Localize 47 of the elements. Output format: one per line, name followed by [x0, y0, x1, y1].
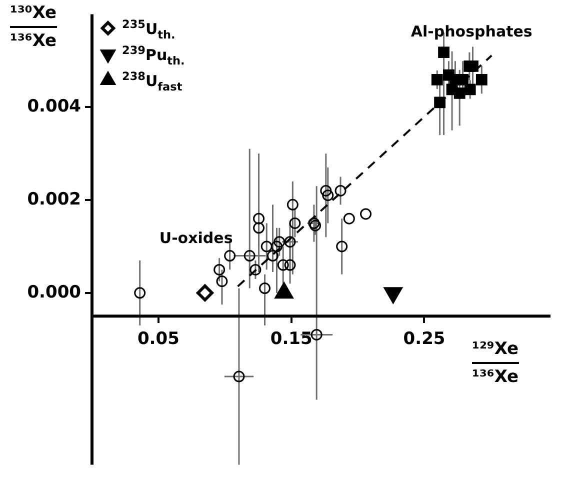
point — [476, 74, 488, 86]
point — [259, 282, 271, 294]
point — [431, 74, 443, 86]
point — [343, 212, 355, 224]
series-label: Al-phosphates — [410, 22, 532, 40]
point — [434, 96, 446, 108]
point — [310, 328, 322, 340]
point — [214, 264, 226, 276]
x-tick-label: 0.25 — [403, 328, 446, 349]
point — [334, 184, 346, 196]
point — [270, 240, 282, 252]
point — [253, 212, 265, 224]
point — [216, 276, 228, 288]
point — [260, 240, 272, 252]
point — [457, 74, 468, 86]
point — [289, 217, 301, 229]
y-axis-title: ¹³⁰Xe ¹³⁶Xe — [10, 2, 57, 52]
x-tick-label: 0.15 — [270, 328, 312, 349]
y-tick-label: 0.000 — [27, 282, 82, 302]
y-tick-label: 0.004 — [27, 96, 82, 117]
point — [277, 259, 289, 271]
point — [250, 264, 262, 276]
point — [454, 87, 466, 99]
point — [284, 236, 296, 248]
point — [310, 220, 322, 232]
point — [320, 184, 332, 196]
x-axis-title: ¹²⁹Xe ¹³⁶Xe — [472, 338, 519, 388]
point — [233, 370, 245, 382]
point — [134, 287, 146, 299]
point — [336, 240, 348, 252]
point — [253, 222, 265, 234]
point — [284, 259, 296, 271]
point — [274, 236, 286, 248]
point — [244, 250, 256, 262]
point — [286, 198, 298, 210]
point — [438, 46, 450, 58]
series-label: U-oxides — [159, 229, 233, 248]
point — [464, 60, 476, 72]
point — [308, 217, 320, 229]
point — [360, 208, 372, 220]
y-tick-label: 0.002 — [27, 189, 81, 210]
point — [196, 284, 214, 302]
point — [224, 250, 236, 262]
x-tick-label: 0.05 — [137, 328, 180, 349]
point — [464, 84, 476, 96]
point — [266, 250, 278, 262]
point — [322, 190, 334, 202]
